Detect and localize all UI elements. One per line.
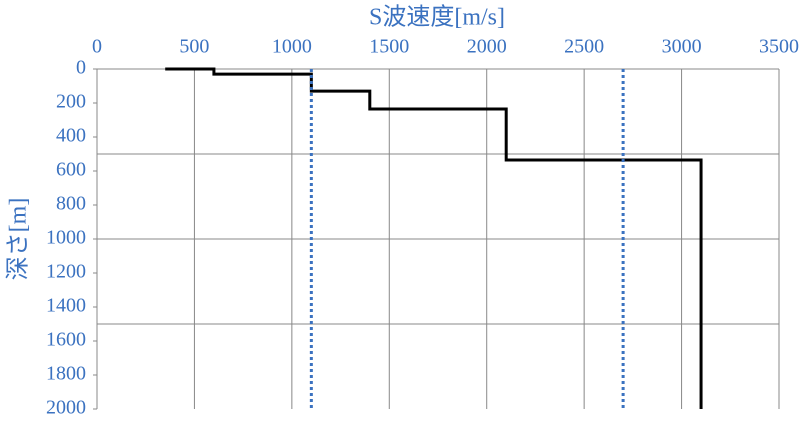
x-tick-label: 2500 (564, 36, 604, 58)
y-tick-label: 800 (56, 193, 86, 215)
y-tick-label: 200 (56, 91, 86, 113)
x-tick-label: 1000 (272, 36, 312, 58)
y-tick-label: 1600 (46, 329, 86, 351)
x-tick-label: 2000 (467, 36, 507, 58)
y-tick-label: 400 (56, 125, 86, 147)
x-tick-label: 500 (179, 36, 209, 58)
x-tick-label: 0 (92, 36, 102, 58)
y-tick-label: 2000 (46, 397, 86, 419)
y-tick-label: 1200 (46, 261, 86, 283)
y-tick-label: 1800 (46, 363, 86, 385)
y-tick-label: 600 (56, 159, 86, 181)
y-tick-label: 1000 (46, 227, 86, 249)
x-axis-title: S波速度[m/s] (369, 4, 505, 31)
velocity-profile (165, 67, 703, 409)
x-tick-label: 1500 (369, 36, 409, 58)
y-axis-title: 深さ[m] (5, 198, 32, 281)
x-tick-label: 3500 (759, 36, 799, 58)
x-tick-label: 3000 (662, 36, 702, 58)
y-tick-label: 1400 (46, 295, 86, 317)
y-tick-label: 0 (76, 57, 86, 79)
